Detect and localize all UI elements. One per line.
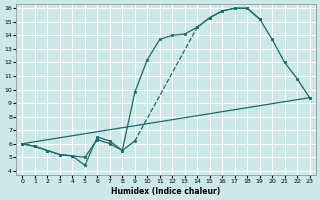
X-axis label: Humidex (Indice chaleur): Humidex (Indice chaleur) xyxy=(111,187,221,196)
